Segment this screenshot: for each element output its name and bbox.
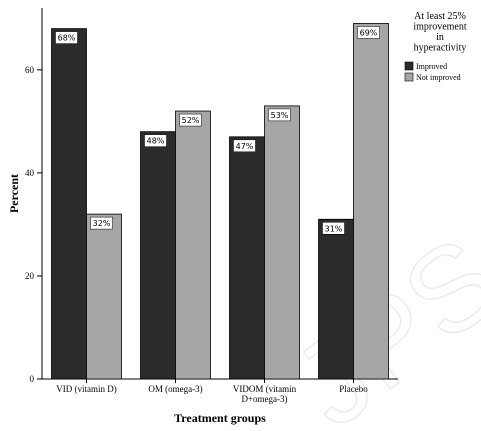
x-tick-label: D+omega-3): [241, 394, 287, 404]
bar-not-improved: [86, 213, 122, 380]
x-axis-title: Treatment groups: [174, 411, 266, 425]
legend-entry: Improved: [416, 62, 447, 71]
data-label: 48%: [147, 137, 165, 146]
x-tick-label: VID (vitamin D): [56, 384, 117, 394]
data-label: 47%: [236, 142, 254, 151]
legend-title: hyperactivity: [414, 43, 467, 54]
x-tick-label: OM (omega-3): [148, 384, 202, 394]
legend-swatch: [404, 72, 414, 82]
legend-entry: Not improved: [416, 73, 461, 82]
x-tick-label: VIDOM (vitamin: [233, 384, 297, 394]
data-label: 68%: [58, 34, 76, 43]
y-tick-label: 40: [25, 168, 35, 178]
legend-title: in: [436, 32, 444, 43]
bar-improved: [140, 131, 176, 380]
bar-not-improved: [353, 23, 389, 380]
data-label: 69%: [360, 28, 378, 37]
bar-improved: [318, 218, 354, 380]
data-label: 31%: [325, 224, 343, 233]
legend-title: At least 25%: [414, 11, 466, 22]
bar-not-improved: [175, 110, 211, 380]
y-axis-title: Percent: [7, 174, 21, 213]
y-tick-label: 20: [25, 271, 35, 281]
bar-improved: [229, 136, 265, 380]
x-tick-label: Placebo: [339, 384, 368, 394]
bar-not-improved: [264, 105, 300, 380]
data-label-box: [357, 26, 380, 39]
legend-swatch: [404, 61, 414, 71]
y-tick-label: 60: [25, 65, 35, 75]
data-label-box: [233, 139, 256, 153]
bar-improved: [51, 28, 87, 380]
data-label: 53%: [271, 111, 289, 120]
data-label-box: [179, 113, 202, 127]
data-label-box: [322, 222, 345, 235]
data-label-box: [144, 134, 167, 147]
data-label-box: [55, 31, 78, 44]
data-label: 32%: [93, 219, 111, 228]
legend-title: improvement: [413, 22, 467, 33]
y-tick-label: 0: [30, 374, 35, 384]
data-label-box: [90, 216, 113, 230]
data-label: 52%: [182, 116, 200, 125]
data-label-box: [268, 108, 291, 122]
